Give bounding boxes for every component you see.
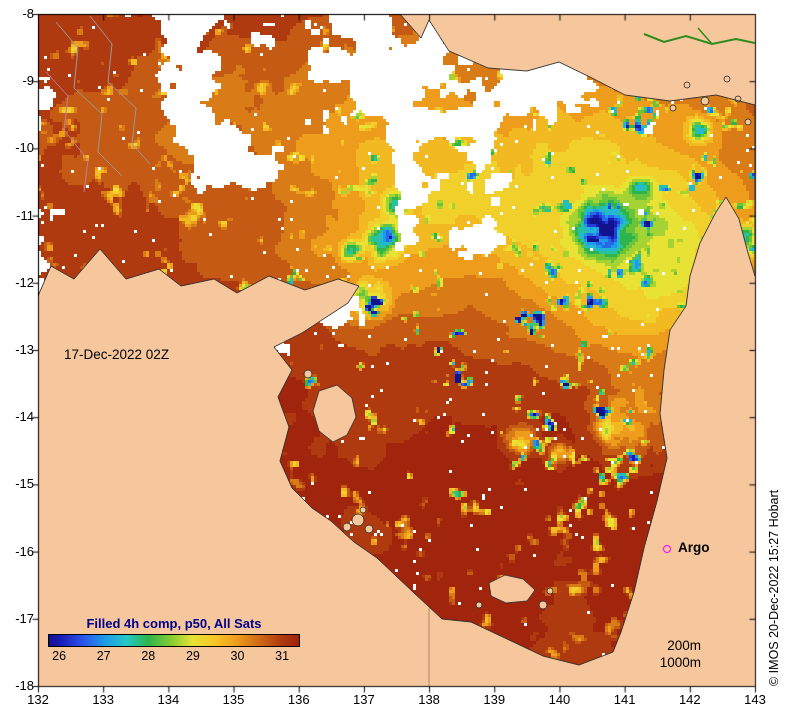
y-axis-tick-label: -18 [15, 678, 34, 693]
argo-label: Argo [678, 540, 710, 555]
colorbar-tick-label: 27 [96, 649, 111, 663]
x-axis-tick-label: 136 [287, 692, 310, 707]
colorbar-tick-label: 30 [230, 649, 245, 663]
y-axis-tick-label: -9 [22, 73, 34, 89]
x-axis-tick-label: 141 [613, 692, 636, 707]
y-axis-tick-label: -16 [15, 543, 34, 559]
colorbar-tick-label: 29 [185, 649, 200, 663]
x-axis-tick-label: 137 [353, 692, 375, 707]
colorbar-title: Filled 4h comp, p50, All Sats [86, 616, 262, 631]
x-axis-tick-label: 140 [548, 692, 571, 707]
y-axis-tick-label: -13 [15, 342, 34, 357]
depth-contour-legend: 200m 1000m [606, 637, 701, 671]
x-axis-tick-label: 143 [744, 692, 766, 707]
x-axis-tick-label: 135 [222, 692, 245, 707]
y-axis-tick-label: -15 [15, 476, 34, 492]
y-axis-tick-label: -8 [22, 6, 34, 21]
y-axis-tick-label: -12 [15, 274, 34, 290]
x-axis-tick-label: 139 [483, 692, 506, 707]
x-axis-tick-label: 134 [157, 692, 180, 707]
argo-marker-icon [663, 545, 671, 553]
y-axis-tick-label: -17 [15, 610, 34, 626]
x-axis-tick-label: 138 [418, 692, 440, 707]
colorbar-tick-label: 31 [275, 649, 290, 663]
colorbar-gradient [48, 634, 300, 647]
y-axis-tick-label: -14 [15, 409, 34, 425]
y-axis-tick-label: -11 [16, 207, 34, 223]
colorbar-tick-label: 28 [141, 649, 156, 663]
date-label: 17-Dec-2022 02Z [64, 347, 170, 362]
depth-1000m-label: 1000m [659, 655, 701, 670]
x-axis-tick-label: 142 [678, 692, 701, 707]
depth-200m-label: 200m [667, 638, 701, 653]
colorbar-tick-label: 26 [52, 649, 67, 663]
x-axis-tick-label: 133 [92, 692, 115, 707]
x-axis-tick-label: 132 [27, 692, 49, 707]
y-axis-tick-label: -10 [15, 140, 34, 156]
colorbar: Filled 4h comp, p50, All Sats 26 27 28 29 30… [48, 616, 300, 664]
colorbar-tick-labels: 26 27 28 29 30 31 [48, 649, 300, 664]
copyright-watermark: © IMOS 20-Dec-2022 15:27 Hobart [767, 489, 781, 686]
